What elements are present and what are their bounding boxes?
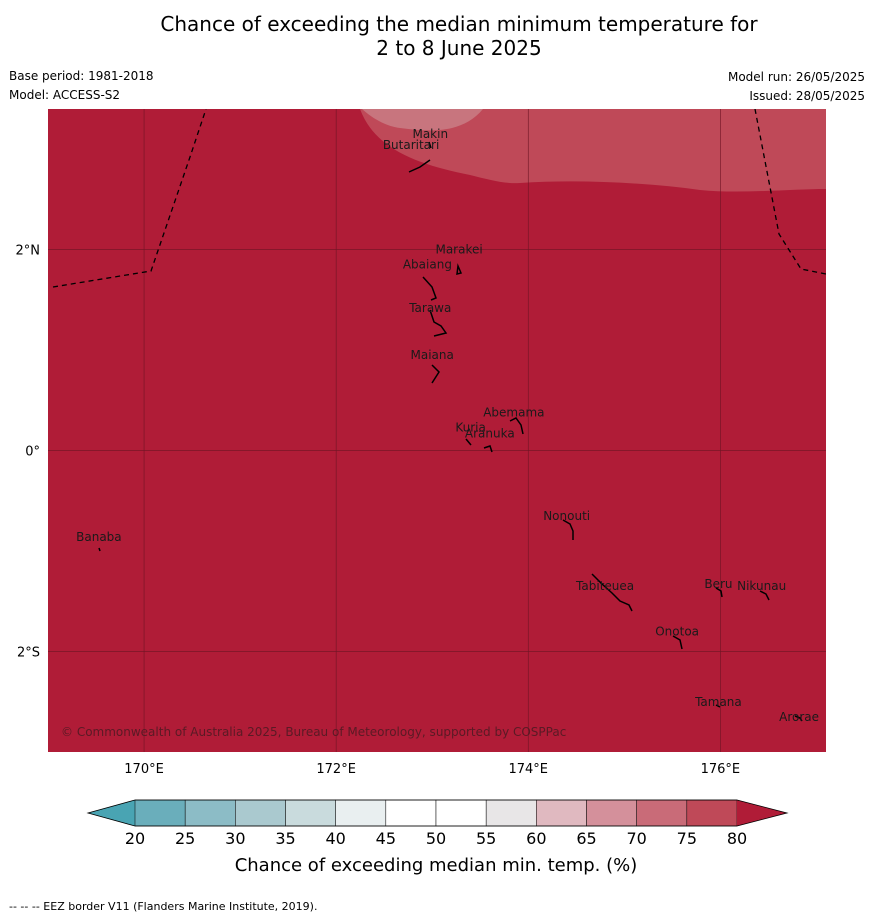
eez-border-east — [754, 109, 826, 275]
island-aranuka — [483, 445, 493, 453]
island-tabiteuea — [591, 573, 633, 612]
colorbar-bin — [686, 799, 738, 827]
colorbar-tick-label: 25 — [175, 829, 195, 848]
place-label: Abemama — [483, 405, 544, 419]
island-butaritari — [408, 159, 431, 173]
colorbar-over-arrow — [737, 800, 787, 826]
island-beru — [715, 587, 723, 598]
island-abaiang — [422, 276, 437, 301]
place-label: Banaba — [76, 530, 122, 544]
colorbar-bin — [636, 799, 688, 827]
colorbar-tick-label: 60 — [526, 829, 546, 848]
model-run-date: Model run: 26/05/2025 — [727, 70, 865, 84]
island-marakei — [456, 263, 463, 275]
colorbar-tick-label: 70 — [626, 829, 646, 848]
island-nikunau — [759, 590, 770, 601]
colorbar-tick-label: 20 — [125, 829, 145, 848]
island-tarawa — [429, 309, 448, 337]
graticule — [48, 109, 826, 752]
place-label: Maiana — [411, 348, 454, 362]
place-label: Tabiteuea — [575, 579, 634, 593]
colorbar-tick-label: 55 — [476, 829, 496, 848]
island-onotoa — [672, 635, 683, 650]
colorbar-bin — [335, 799, 387, 827]
map-title: Chance of exceeding the median minimum t… — [0, 12, 873, 60]
lat-tick-label: 0° — [25, 445, 40, 460]
island-outlines — [98, 141, 803, 722]
colorbar-bin — [435, 799, 487, 827]
place-label: Aranuka — [465, 427, 515, 441]
colorbar-bin — [285, 799, 336, 827]
copyright-notice: © Commonwealth of Australia 2025, Bureau… — [61, 725, 566, 739]
colorbar-bin — [485, 799, 537, 827]
model-name: Model: ACCESS-S2 — [9, 88, 121, 102]
colorbar-bin — [536, 799, 587, 827]
place-label: Tamana — [694, 695, 742, 709]
place-label: Onotoa — [655, 624, 699, 638]
lat-tick-label: 2°N — [16, 244, 41, 259]
colorbar-ticks: 20 25 30 35 40 45 50 55 60 65 70 75 80 — [125, 829, 747, 848]
island-makin — [428, 141, 432, 149]
colorbar-tick-label: 30 — [225, 829, 245, 848]
place-label: Arorae — [779, 710, 819, 724]
title-line-2: 2 to 8 June 2025 — [376, 36, 542, 60]
island-maiana — [431, 364, 440, 384]
place-label: Nikunau — [737, 579, 786, 593]
colorbar-bin — [586, 799, 637, 827]
lat-tick-label: 2°S — [17, 646, 40, 661]
lon-tick-label: 174°E — [508, 762, 548, 777]
colorbar-bin — [184, 799, 236, 827]
colorbar-tick-label: 65 — [576, 829, 596, 848]
title-line-1: Chance of exceeding the median minimum t… — [160, 12, 758, 36]
place-label: Tarawa — [408, 301, 451, 315]
colorbar-label: Chance of exceeding median min. temp. (%… — [235, 855, 638, 876]
colorbar-bin — [385, 799, 437, 827]
contour-70-75 — [362, 109, 483, 131]
island-banaba — [98, 547, 101, 552]
probability-field — [48, 109, 826, 752]
colorbar-outline — [86, 799, 789, 827]
colorbar-tick-label: 50 — [426, 829, 446, 848]
place-label: Butaritari — [383, 138, 440, 152]
base-period: Base period: 1981-2018 — [9, 69, 154, 83]
contour-75-80 — [360, 109, 826, 192]
lon-tick-label: 170°E — [124, 762, 164, 777]
place-label: Abaiang — [403, 258, 452, 272]
colorbar-tick-label: 35 — [275, 829, 295, 848]
lon-tick-label: 172°E — [316, 762, 356, 777]
colorbar-under-arrow — [88, 800, 135, 826]
colorbar: 20 25 30 35 40 45 50 55 60 65 70 75 80 Chance of exc… — [86, 799, 789, 876]
island-tamana — [715, 704, 721, 708]
place-label: Nonouti — [543, 509, 590, 523]
issued-date: Issued: 28/05/2025 — [749, 89, 865, 103]
island-kuria — [465, 438, 472, 446]
colorbar-tick-label: 75 — [677, 829, 697, 848]
place-label: Beru — [704, 577, 732, 591]
axis-labels: 170°E 172°E 174°E 176°E 2°N 0° 2°S — [16, 244, 741, 777]
colorbar-bin — [235, 799, 286, 827]
colorbar-bin — [134, 799, 186, 827]
lon-tick-label: 176°E — [701, 762, 741, 777]
island-arorae — [794, 715, 803, 722]
colorbar-tick-label: 80 — [727, 829, 747, 848]
eez-legend-note: -- -- -- EEZ border V11 (Flanders Marine… — [9, 900, 318, 913]
place-label: Kuria — [455, 420, 486, 434]
island-nonouti — [562, 519, 574, 540]
colorbar-tick-label: 45 — [376, 829, 396, 848]
colorbar-tick-label: 40 — [325, 829, 345, 848]
island-abemama — [509, 417, 524, 435]
colorbar-bins — [134, 799, 738, 827]
eez-border-west — [52, 109, 207, 288]
place-label: Makin — [412, 127, 448, 141]
place-label: Marakei — [435, 243, 482, 257]
